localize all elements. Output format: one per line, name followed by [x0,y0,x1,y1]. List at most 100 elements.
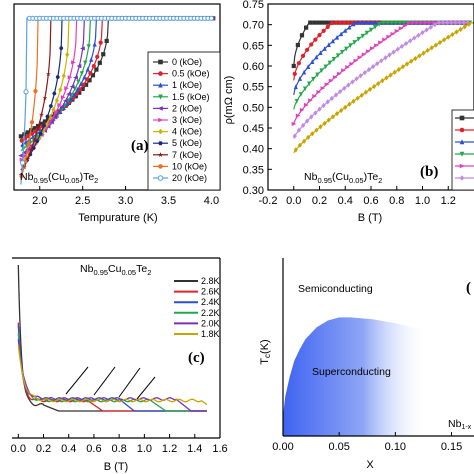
data-point [346,20,351,25]
data-point [329,95,334,102]
data-point [389,20,394,26]
data-point [317,32,322,38]
data-point [295,113,301,118]
legend-marker [157,152,164,158]
data-point [396,66,401,73]
x-tick-label: 1.6 [212,443,227,455]
data-point [307,81,312,87]
x-tick-label: 0.8 [112,443,127,455]
data-point [461,20,466,26]
data-point [77,90,82,95]
data-point [359,20,364,25]
legend-marker [158,71,163,76]
data-point [19,157,25,162]
legend-entry: 1 (kOe) [172,80,202,90]
x-tick-label: 0.6 [86,443,101,455]
data-point [299,33,305,38]
data-point [413,55,418,62]
data-point [46,116,51,122]
region-superconducting: Superconducting [312,366,391,378]
data-point [18,153,23,158]
data-point [386,34,392,39]
data-point [301,69,307,75]
data-point [344,46,349,52]
data-point [324,82,330,87]
legend-entry: 2.6K [201,287,220,297]
data-point [306,64,311,69]
panel-d: 0.00 0.05 0.10 0.15 X Tc(K) Semiconducting … [259,258,474,471]
data-point [316,89,322,95]
data-point [314,127,319,133]
data-point [71,92,77,97]
data-point [291,63,296,69]
data-point [313,110,318,116]
data-point [333,92,339,98]
x-tick-label: 0.4 [338,195,353,207]
data-point [343,28,348,33]
data-point [71,60,76,65]
data-point [19,160,26,166]
data-point [420,30,425,36]
panel-d-corner-label: Nb1-x [448,418,472,431]
data-point [309,114,314,120]
superconducting-dome [283,317,430,436]
data-point [76,79,81,85]
data-point [346,82,351,88]
data-point [56,110,61,115]
legend-marker [158,128,163,135]
x-tick-label: 1.0 [415,195,430,207]
data-point [321,28,326,33]
data-point [449,20,454,26]
legend-entry: 7 (kOe) [172,150,202,160]
panel-a-curves [18,15,216,185]
data-point [335,53,341,59]
data-point [98,40,103,45]
markers-6 [293,21,471,153]
data-point [76,64,82,69]
legend-marker [158,59,163,65]
data-point [302,86,308,92]
arrow-3 [118,367,141,398]
data-point [44,122,49,128]
data-point [35,139,40,144]
data-point [362,70,367,76]
data-point [385,20,390,26]
data-point [355,20,360,25]
data-point [58,87,63,93]
data-point [42,119,47,124]
data-point [353,58,359,63]
legend-marker [158,94,163,100]
data-point [375,61,380,67]
y-tick-label: 0.45 [243,123,264,135]
data-point [457,20,462,26]
data-point [322,120,327,126]
data-point [361,52,367,57]
x-tick-label: 0.10 [385,441,406,453]
legend-entry: 0 (kOe) [172,57,202,67]
data-point [311,76,316,82]
data-point [402,23,408,28]
legend-marker [459,139,465,145]
x-tick-label: 1.4 [187,443,202,455]
data-point [394,29,400,34]
data-point [359,92,364,98]
data-point [68,96,73,102]
y-tick-label: 0.75 [243,0,264,11]
data-point [101,52,106,57]
data-point [462,24,467,30]
legend-marker [459,175,465,181]
x-tick-label: 0.00 [272,441,293,453]
legend-entry: 1.8K [201,329,220,339]
data-point [292,71,297,76]
arrow-2 [93,366,116,396]
data-point [319,68,324,74]
data-point [466,21,471,27]
curve-2.2k [17,333,207,412]
panel-c-arrows [65,366,156,400]
data-point [73,75,78,80]
data-point [421,50,426,56]
panel-c-label: (c) [188,350,205,366]
data-point [312,94,317,99]
data-point [84,82,89,87]
